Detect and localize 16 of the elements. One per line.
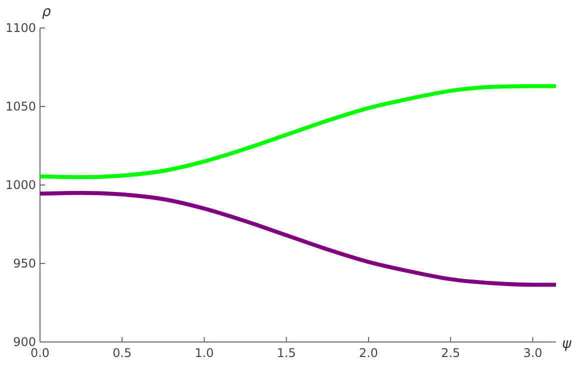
y-tick-label: 900 <box>13 335 36 349</box>
line-series <box>38 190 558 287</box>
y-tick-label: 1050 <box>5 100 36 114</box>
y-tick-label: 1000 <box>5 178 36 192</box>
line-series <box>38 84 558 180</box>
x-axis-title: ψ <box>562 336 572 352</box>
y-tick-label: 1100 <box>5 21 36 35</box>
x-tick-label: 0.5 <box>112 346 132 360</box>
x-tick-label: 1.0 <box>194 346 214 360</box>
x-tick-label: 2.0 <box>358 346 378 360</box>
x-tick-label: 1.5 <box>276 346 296 360</box>
y-axis-title: ρ <box>42 4 51 20</box>
y-tick-label: 950 <box>13 256 36 270</box>
x-tick-label: 0.0 <box>30 346 50 360</box>
x-tick-label: 2.5 <box>441 346 460 360</box>
x-tick-label: 3.0 <box>523 346 542 360</box>
